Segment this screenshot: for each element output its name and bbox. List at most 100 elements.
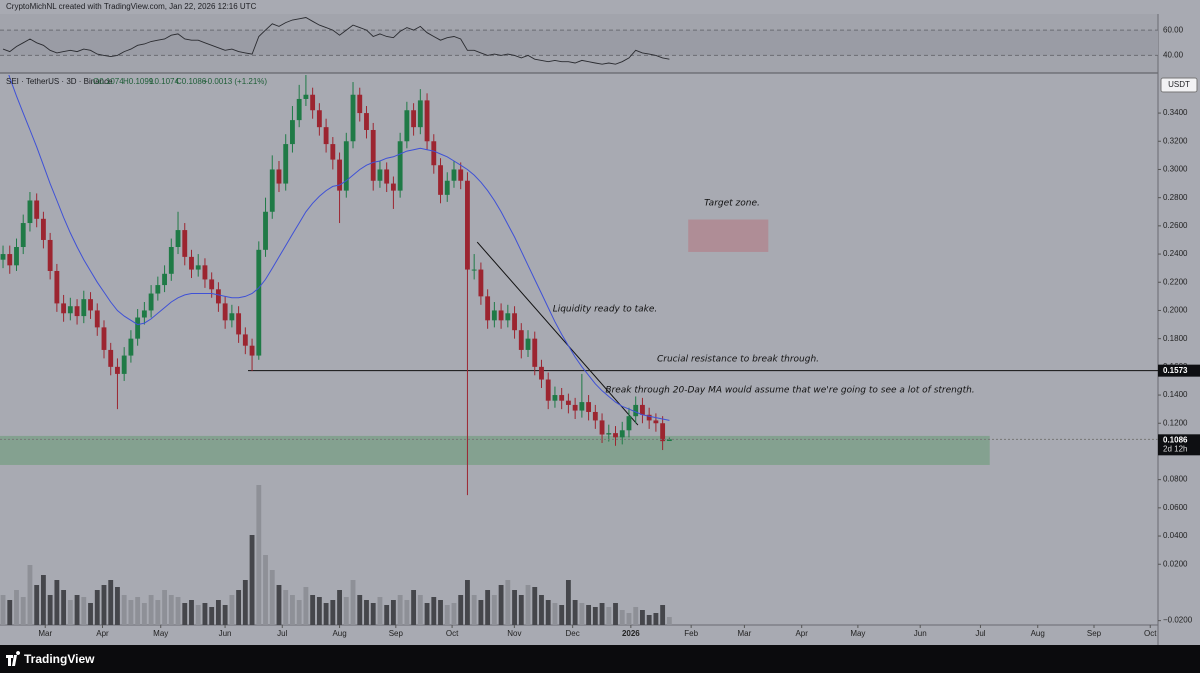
candle-body xyxy=(81,299,87,317)
volume-bar xyxy=(404,600,410,625)
volume-bar xyxy=(424,603,430,625)
zone xyxy=(0,435,990,465)
y-tick-label: 0.0200 xyxy=(1163,559,1188,568)
volume-bar xyxy=(626,613,632,625)
legend-open: O0.1074 xyxy=(93,77,124,86)
volume-bar xyxy=(438,600,443,625)
volume-bar xyxy=(613,603,618,625)
candle-body xyxy=(195,265,201,270)
volume-bar xyxy=(579,603,585,625)
volume-bar xyxy=(640,610,645,625)
candle-body xyxy=(653,420,659,424)
volume-bar xyxy=(545,600,551,625)
moving-average xyxy=(8,75,670,421)
volume-bar xyxy=(444,605,450,625)
candle-body xyxy=(397,141,403,191)
candle-body xyxy=(0,254,6,260)
volume-bar xyxy=(660,605,666,625)
candle-body xyxy=(303,94,309,99)
main-pane xyxy=(0,75,1158,625)
header-text: CryptoMichNL created with TradingView.co… xyxy=(6,2,257,11)
volume-bar xyxy=(316,597,322,625)
volume-bar xyxy=(263,555,268,625)
candle-body xyxy=(478,269,484,297)
candle-body xyxy=(491,310,497,321)
currency-box[interactable] xyxy=(1160,77,1198,93)
volume-bar xyxy=(182,603,188,625)
y-tick-label: 0.2200 xyxy=(1163,277,1188,286)
footer-brand: TradingView xyxy=(24,652,95,666)
y-tick-label: 0.2000 xyxy=(1163,306,1188,315)
volume-bar xyxy=(552,603,558,625)
annotation: Break through 20-Day MA would assume tha… xyxy=(605,386,974,396)
volume-bar xyxy=(148,595,154,625)
candle-body xyxy=(108,349,114,367)
volume-bar xyxy=(586,605,592,625)
candle-body xyxy=(175,230,181,248)
x-tick-label: May xyxy=(850,629,865,638)
x-tick-label: Oct xyxy=(1144,629,1157,638)
rsi-line xyxy=(2,17,670,65)
y-tick-label: 0.3400 xyxy=(1163,108,1188,117)
candle-body xyxy=(27,200,33,224)
candle-body xyxy=(404,110,410,142)
volume-bar xyxy=(310,595,316,625)
candle-body xyxy=(471,269,477,271)
resistance-price: 0.1573 xyxy=(1163,366,1188,375)
volume-bar xyxy=(141,603,147,625)
y-tick-label: 0.0400 xyxy=(1163,531,1188,540)
header-bar xyxy=(0,0,1200,14)
rsi-pane-content xyxy=(0,17,1158,65)
x-tick-label: Nov xyxy=(507,629,521,638)
candle-body xyxy=(40,218,46,240)
volume-bar xyxy=(572,600,578,625)
volume-bar xyxy=(14,590,19,625)
candle-body xyxy=(222,303,228,321)
candle-body xyxy=(545,379,551,401)
volume-bar xyxy=(155,600,161,625)
x-tick-label: Dec xyxy=(566,629,580,638)
volume-bar xyxy=(323,603,329,625)
candle-body xyxy=(263,211,268,250)
candle-body xyxy=(350,94,356,142)
volume-bar xyxy=(0,595,6,625)
volume-bar xyxy=(525,585,531,625)
candle-body xyxy=(88,299,93,311)
volume-bar xyxy=(202,603,208,625)
last-price: 0.1086 xyxy=(1163,435,1188,444)
candle-body xyxy=(54,270,60,304)
candle-body xyxy=(579,402,585,411)
candle-body xyxy=(626,416,632,431)
candle-body xyxy=(135,317,141,339)
candle-body xyxy=(525,338,531,350)
candle-body xyxy=(640,404,645,415)
volume-bar xyxy=(451,603,457,625)
y-tick-label: 0.1200 xyxy=(1163,418,1188,427)
volume-bar xyxy=(61,590,67,625)
volume-bar xyxy=(512,590,517,625)
rsi-tick-label: 40.00 xyxy=(1163,50,1184,59)
candle-body xyxy=(330,144,336,160)
volume-bar xyxy=(646,615,652,625)
legend-change: +0.0013 (+1.21%) xyxy=(203,77,267,86)
x-tick-label: Aug xyxy=(332,629,346,638)
candle-body xyxy=(444,180,450,195)
x-tick-label: Sep xyxy=(1087,629,1102,638)
countdown: 2d 12h xyxy=(1163,444,1187,453)
volume-bar xyxy=(619,610,625,625)
y-tick-label: 0.0600 xyxy=(1163,503,1188,512)
candle-body xyxy=(316,110,322,128)
x-tick-label: 2026 xyxy=(622,629,640,638)
x-tick-label: Jul xyxy=(277,629,287,638)
volume-bar xyxy=(101,585,107,625)
volume-bar xyxy=(108,580,114,625)
volume-bar xyxy=(27,565,33,625)
candle-body xyxy=(417,100,423,128)
candle-body xyxy=(539,366,544,380)
x-tick-label: May xyxy=(153,629,168,638)
candle-body xyxy=(121,355,127,374)
candle-body xyxy=(215,289,221,304)
volume-bar xyxy=(236,590,242,625)
volume-bar xyxy=(666,617,672,625)
volume-bar xyxy=(337,590,342,625)
